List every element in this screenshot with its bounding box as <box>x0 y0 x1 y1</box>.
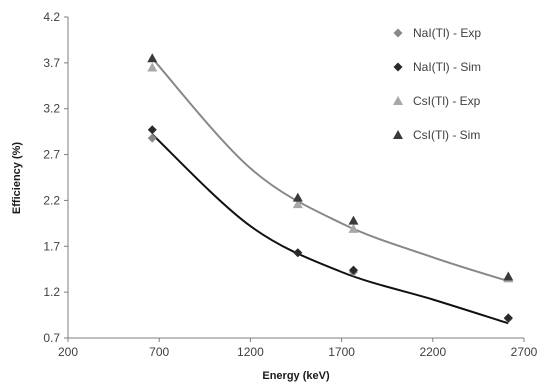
trendline <box>151 57 509 283</box>
y-tick-label: 2.7 <box>43 148 60 162</box>
x-tick-label: 700 <box>149 345 169 359</box>
trendline <box>151 133 509 325</box>
x-tick-label: 200 <box>58 345 78 359</box>
data-point <box>503 313 513 323</box>
y-tick-label: 3.2 <box>43 102 60 116</box>
y-ticks: 0.7 1.2 1.7 2.2 2.7 3.2 3.7 4.2 <box>43 10 68 345</box>
legend-label: CsI(Tl) - Sim <box>413 128 480 142</box>
y-tick-label: 4.2 <box>43 10 60 24</box>
legend-marker <box>393 62 403 72</box>
x-tick-label: 1200 <box>237 345 264 359</box>
y-axis-title: Efficiency (%) <box>11 142 23 214</box>
trendlines <box>151 57 509 325</box>
data-point <box>293 248 303 258</box>
axes <box>67 17 524 339</box>
legend: NaI(Tl) - Exp NaI(Tl) - Sim CsI(Tl) - Exp C… <box>393 26 481 142</box>
data-point <box>503 271 514 281</box>
legend-marker <box>393 28 403 38</box>
y-tick-label: 1.7 <box>43 239 60 253</box>
data-point <box>292 192 303 202</box>
x-axis-title: Energy (keV) <box>262 370 330 382</box>
x-tick-label: 2700 <box>511 345 538 359</box>
legend-label: NaI(Tl) - Exp <box>413 26 481 40</box>
data-point <box>147 125 157 135</box>
legend-label: CsI(Tl) - Exp <box>413 94 481 108</box>
data-points <box>147 53 514 324</box>
data-point <box>147 62 158 72</box>
y-tick-label: 1.2 <box>43 285 60 299</box>
x-tick-label: 2200 <box>419 345 446 359</box>
legend-label: NaI(Tl) - Sim <box>413 60 481 74</box>
y-tick-label: 0.7 <box>43 331 60 345</box>
data-point <box>348 215 359 225</box>
y-tick-label: 3.7 <box>43 56 60 70</box>
data-point <box>292 199 303 209</box>
y-tick-label: 2.2 <box>43 193 60 207</box>
legend-marker <box>393 130 403 139</box>
x-tick-label: 1700 <box>328 345 355 359</box>
data-point <box>147 133 157 143</box>
x-ticks: 200 700 1200 1700 2200 2700 <box>58 338 538 359</box>
data-point <box>348 265 358 275</box>
data-point <box>348 223 359 233</box>
data-point <box>147 53 158 63</box>
legend-marker <box>393 96 403 105</box>
